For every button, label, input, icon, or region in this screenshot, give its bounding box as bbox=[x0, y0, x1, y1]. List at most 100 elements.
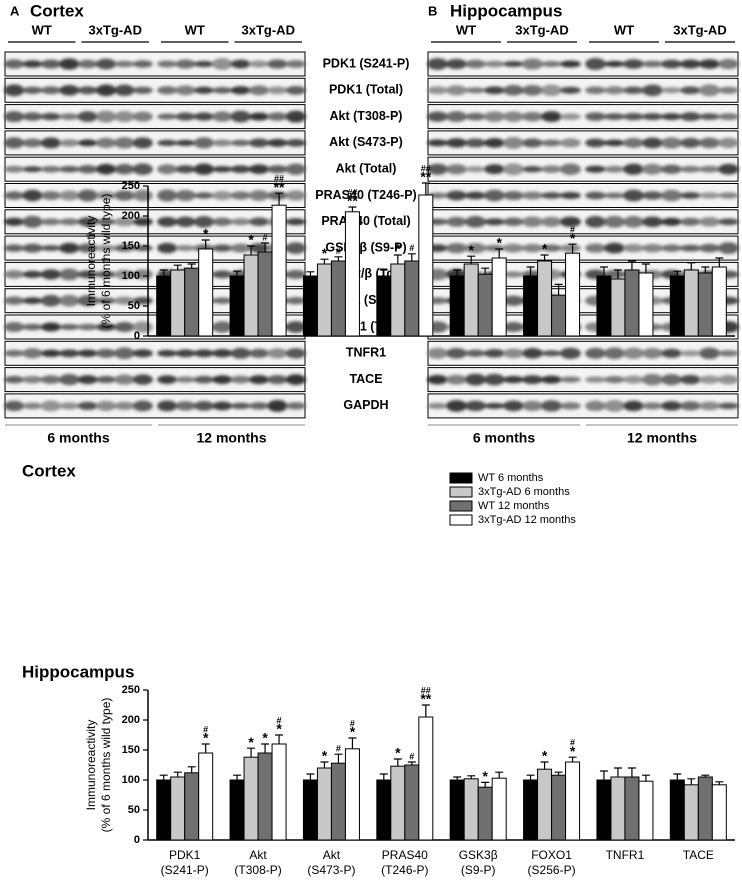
group-label: WT bbox=[614, 22, 634, 37]
blot-band bbox=[718, 113, 739, 121]
blot-band bbox=[718, 163, 739, 175]
blot-band bbox=[157, 242, 178, 254]
blot-band bbox=[465, 400, 486, 412]
error-bar bbox=[481, 267, 490, 275]
bar bbox=[376, 275, 392, 337]
bar bbox=[229, 779, 245, 841]
error-bar bbox=[627, 767, 636, 777]
blot-band bbox=[699, 192, 720, 199]
blot-band bbox=[661, 137, 682, 149]
error-bar bbox=[393, 254, 402, 264]
bar bbox=[198, 248, 214, 337]
blot-band bbox=[77, 349, 98, 358]
significance-mark: ## bbox=[274, 174, 284, 184]
x-tick-label: Akt bbox=[249, 848, 267, 862]
blot-band bbox=[484, 138, 505, 148]
bar bbox=[537, 768, 553, 841]
blot-band bbox=[193, 401, 215, 411]
blot-band bbox=[427, 58, 448, 70]
error-bar bbox=[407, 761, 416, 765]
blot-band bbox=[193, 137, 215, 149]
blot-band bbox=[4, 270, 25, 279]
blot-band bbox=[175, 190, 196, 201]
significance-mark: # bbox=[263, 232, 268, 242]
blot-band bbox=[699, 243, 720, 253]
blot-band bbox=[623, 375, 644, 384]
blot-band bbox=[230, 402, 251, 410]
significance-mark: ** bbox=[274, 179, 285, 195]
blot-band bbox=[465, 373, 486, 386]
error-bar bbox=[568, 756, 577, 762]
x-tick-label: (S256-P) bbox=[528, 863, 576, 877]
legend-swatch bbox=[449, 500, 473, 512]
bar bbox=[302, 275, 318, 337]
error-bar bbox=[453, 269, 462, 276]
error-bar bbox=[393, 758, 402, 767]
bar bbox=[257, 251, 273, 337]
panel-letter: B bbox=[428, 3, 437, 18]
y-tick-label: 150 bbox=[122, 744, 140, 756]
bar bbox=[596, 779, 612, 841]
blot-band bbox=[718, 58, 739, 70]
blot-band bbox=[604, 347, 625, 360]
significance-mark: * bbox=[276, 721, 282, 737]
blot-band bbox=[95, 84, 117, 97]
blot-band bbox=[446, 164, 467, 175]
blot-band bbox=[193, 216, 215, 228]
bar bbox=[302, 779, 318, 841]
blot-band bbox=[95, 244, 117, 252]
blot-band bbox=[248, 348, 270, 358]
blot-band bbox=[212, 401, 233, 411]
blot-band bbox=[157, 349, 178, 357]
blot-band bbox=[4, 59, 25, 69]
blot-band bbox=[623, 216, 644, 228]
blot-band bbox=[212, 58, 233, 70]
blot-band bbox=[446, 85, 467, 96]
blot-band bbox=[40, 137, 62, 149]
error-bar bbox=[201, 239, 210, 249]
bar bbox=[638, 780, 654, 841]
bar bbox=[697, 272, 713, 337]
blot-band bbox=[503, 400, 524, 412]
bar bbox=[523, 779, 539, 841]
panel-letter: A bbox=[10, 3, 20, 18]
blot-band bbox=[157, 375, 178, 384]
blot-band bbox=[680, 401, 701, 411]
blot-band bbox=[4, 244, 25, 252]
bar bbox=[376, 779, 392, 841]
blot-band bbox=[560, 163, 581, 175]
y-tick-label: 0 bbox=[134, 834, 140, 846]
y-axis-label: (% of 6 months wild type) bbox=[99, 698, 113, 833]
blot-bands bbox=[4, 347, 306, 360]
blot-bands bbox=[427, 111, 739, 123]
error-bar bbox=[715, 781, 724, 785]
blot-band bbox=[623, 347, 644, 359]
group-label: 3xTg-AD bbox=[89, 22, 142, 37]
error-bar bbox=[247, 747, 256, 758]
blot-band bbox=[248, 85, 270, 96]
blot-band bbox=[680, 244, 701, 252]
blot-band bbox=[285, 374, 306, 385]
blot-band bbox=[4, 322, 25, 332]
blot-band bbox=[718, 350, 739, 357]
error-bar bbox=[599, 770, 608, 780]
error-bar bbox=[467, 775, 476, 779]
bar bbox=[565, 761, 581, 841]
blot-band bbox=[604, 375, 625, 384]
legend-swatch bbox=[449, 486, 473, 498]
blot-bands bbox=[427, 137, 739, 149]
blot-band bbox=[718, 242, 739, 254]
blot-band bbox=[503, 163, 524, 176]
blot-bands bbox=[4, 137, 306, 149]
age-label: 6 months bbox=[47, 430, 109, 446]
blot-label: Akt (Total) bbox=[336, 161, 397, 175]
blot-band bbox=[175, 216, 196, 228]
significance-mark: # bbox=[277, 715, 282, 725]
blot-band bbox=[22, 297, 43, 305]
blot-band bbox=[503, 348, 524, 359]
blot-band bbox=[22, 243, 43, 253]
significance-mark: * bbox=[570, 230, 576, 246]
significance-mark: * bbox=[482, 768, 488, 784]
blot-band bbox=[585, 138, 606, 148]
blot-band bbox=[157, 400, 178, 412]
